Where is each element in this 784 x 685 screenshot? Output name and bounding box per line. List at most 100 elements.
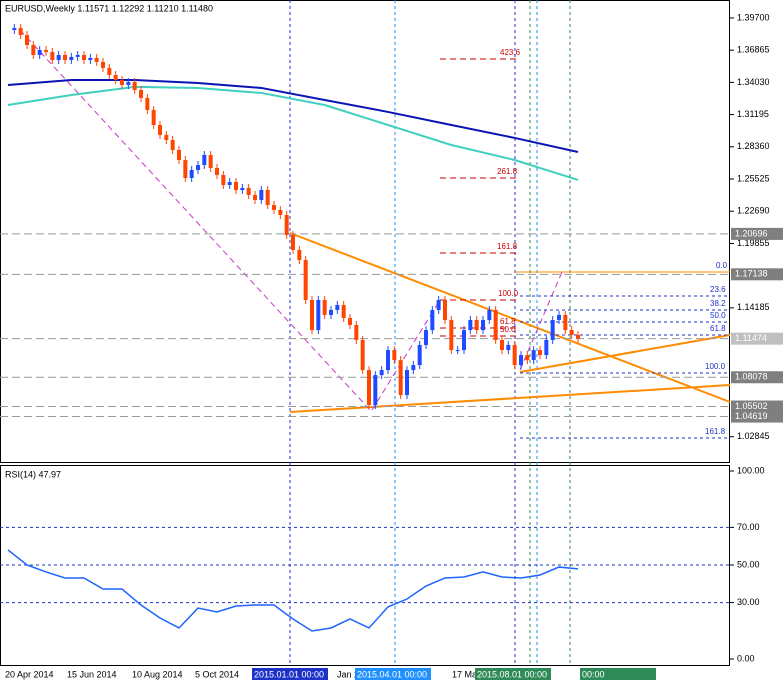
candle [360,339,365,371]
y-tick-label: 30.00 [737,597,760,607]
fibo-label: 161.8 [705,427,726,436]
candle [569,330,574,335]
candle [113,74,118,80]
candle [367,370,371,406]
fibo-label: 0.0 [716,261,728,270]
candle [246,187,251,195]
candle [82,54,86,60]
y-tick-label: 50.00 [737,559,760,569]
fibo-label: 50.0 [500,325,516,334]
y-tick-label: 0.00 [737,653,755,663]
x-label-box [355,668,431,680]
candle [379,370,384,376]
candle [398,360,403,396]
candle [284,214,289,235]
candle [335,304,340,310]
fibo-label: 100.0 [498,289,519,298]
candle [468,319,473,331]
candle [436,299,441,310]
y-tick-label: 1.39700 [737,12,770,22]
candle [354,324,359,340]
x-label-box [580,668,656,680]
candle [189,169,194,178]
candle [291,234,295,250]
candle [424,330,428,345]
candle [430,309,435,331]
x-label: 10 Aug 2014 [132,669,183,679]
x-label: 2015.08.01 00:00 [477,669,547,679]
fibo-label: 161.8 [497,242,518,251]
price-level-box [731,332,783,345]
candle [94,57,99,62]
y-tick-label: 1.34030 [737,77,770,87]
candle [240,187,245,190]
candle [316,299,321,331]
candle [170,139,175,150]
candle [310,299,314,331]
y-tick-label: 1.31195 [737,109,769,119]
candle [531,350,536,361]
moving-average [7,78,579,154]
fibo-lines [19,29,563,411]
candle [341,304,346,319]
x-label: 2015.01.01 00:00 [254,669,324,679]
candle [151,109,156,125]
candle [158,124,162,135]
candle [183,159,188,178]
y-tick-label: 1.28360 [737,141,770,151]
candle [449,319,454,351]
fibo-label: 100.0 [705,362,726,371]
candle [455,350,460,352]
fibo-retracement [520,295,730,439]
fibo-label: 261.8 [497,167,518,176]
candle [278,209,283,215]
candle [227,182,232,185]
y-tick-label: 1.19855 [737,238,770,248]
fibo-label: 38.2 [710,299,726,308]
candle [101,61,105,68]
x-label: 15 Jun 2014 [67,669,117,679]
candle [25,34,29,45]
candle [18,27,23,35]
y-tick-label: 1.22690 [737,206,770,216]
x-label: 20 Apr 2014 [5,669,54,679]
x-label: 00:00 [582,669,605,679]
candle [417,344,422,366]
candle [297,249,302,260]
candle [139,89,143,98]
fibo-label: 61.8 [500,317,516,326]
candle [44,49,48,52]
candle [132,81,137,90]
candle [107,67,112,75]
vertical-markers [289,0,571,665]
candle [386,350,390,371]
candle [88,57,93,60]
y-tick-label: 1.25525 [737,173,770,183]
fibo-label: 423.6 [500,48,521,57]
candle [196,164,200,170]
candle [202,154,207,165]
candle [56,54,61,60]
candle [493,309,498,340]
candle [348,318,352,325]
y-tick-label: 70.00 [737,522,760,532]
price-level-label: 1.20696 [735,228,768,238]
price-level-label: 1.05502 [735,401,768,411]
rsi-title: RSI(14) 47.97 [5,469,61,479]
candle [234,182,238,190]
y-tick-label: 1.02845 [737,431,770,441]
chart-title: EURUSD,Weekly 1.11571 1.12292 1.11210 1.… [5,3,213,13]
candle [221,174,226,185]
price-level-box [731,268,783,281]
candle [69,56,74,60]
candle [544,339,549,356]
x-label: 17 Ma [452,669,477,679]
candle [120,79,124,85]
candle [506,344,511,351]
candle [145,97,150,110]
x-label: Jan 2 [337,669,359,679]
price-level-box [731,371,783,384]
candle [259,189,264,200]
moving-average [7,85,579,181]
